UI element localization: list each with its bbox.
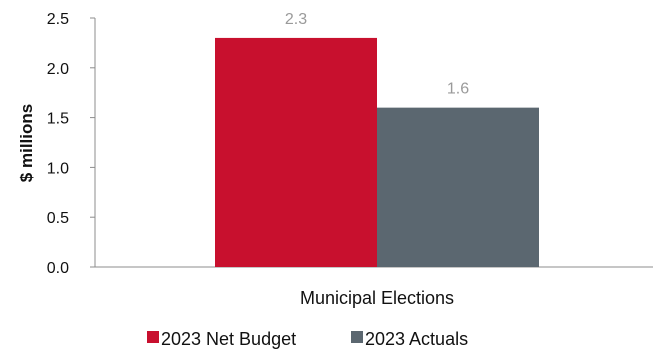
y-axis-label: $ millions <box>17 104 36 182</box>
y-tick-label: 2.5 <box>47 11 69 28</box>
y-tick-label: 1.5 <box>47 111 69 128</box>
y-tick-label: 1.0 <box>47 160 69 177</box>
bar-value-label: 1.6 <box>447 81 469 98</box>
bar-value-label: 2.3 <box>285 11 307 28</box>
y-tick-label: 0.0 <box>47 260 69 277</box>
legend: 2023 Net Budget 2023 Actuals <box>147 329 468 349</box>
legend-swatch-net-budget <box>147 331 159 343</box>
data-labels: 2.3 1.6 <box>285 11 469 98</box>
legend-swatch-actuals <box>351 331 363 343</box>
bar-2023-net-budget <box>215 37 377 267</box>
category-label: Municipal Elections <box>300 288 454 308</box>
y-tick-label: 2.0 <box>47 61 69 78</box>
bars <box>215 37 539 267</box>
y-axis: 0.0 0.5 1.0 1.5 2.0 2.5 <box>47 11 96 277</box>
y-tick-label: 0.5 <box>47 210 69 227</box>
legend-label-net-budget: 2023 Net Budget <box>161 329 296 349</box>
bar-2023-actuals <box>377 107 539 267</box>
legend-label-actuals: 2023 Actuals <box>365 329 468 349</box>
